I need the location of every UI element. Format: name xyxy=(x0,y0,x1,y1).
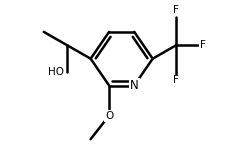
Text: HO: HO xyxy=(48,67,64,77)
Text: N: N xyxy=(130,79,139,92)
Text: O: O xyxy=(105,111,113,121)
Text: F: F xyxy=(200,40,206,50)
Text: F: F xyxy=(173,76,179,85)
Text: F: F xyxy=(173,5,179,15)
